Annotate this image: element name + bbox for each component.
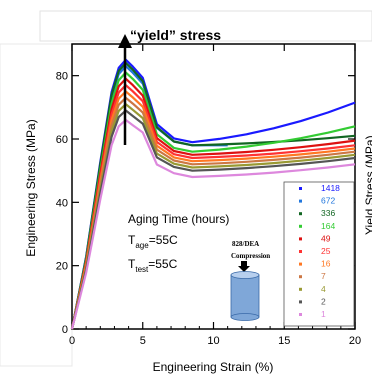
legend-marker-16 bbox=[299, 262, 302, 266]
legend-label-1: 1 bbox=[321, 309, 326, 319]
compression-arrow-icon bbox=[238, 261, 250, 272]
y-tick-label: 0 bbox=[62, 324, 68, 336]
right-axis-label: Yield Stress (MPa) bbox=[363, 135, 372, 235]
legend-label-336: 336 bbox=[321, 208, 335, 218]
cylinder-top-icon bbox=[230, 271, 260, 279]
series-line-2 bbox=[70, 109, 356, 330]
legend-label-7: 7 bbox=[321, 271, 326, 281]
x-tick-label: 10 bbox=[207, 335, 219, 347]
series-group bbox=[70, 58, 356, 330]
compression-inset: 828/DEA Compression bbox=[230, 240, 270, 321]
x-tick-label: 20 bbox=[349, 335, 361, 347]
chart-title: “yield” stress bbox=[130, 27, 221, 43]
cylinder-icon bbox=[230, 274, 260, 318]
t-test-label: Ttest=55C bbox=[128, 257, 178, 274]
legend-label-16: 16 bbox=[321, 259, 331, 269]
legend-label-1418: 1418 bbox=[321, 183, 340, 193]
legend-marker-49 bbox=[299, 237, 302, 241]
series-line-1 bbox=[70, 118, 356, 330]
inset-compression-label: Compression bbox=[231, 252, 270, 260]
y-tick-label: 80 bbox=[56, 71, 68, 83]
legend-marker-336 bbox=[299, 212, 302, 216]
y-tick-label: 40 bbox=[56, 197, 68, 209]
yield-arrow-head bbox=[118, 34, 132, 48]
legend: 1418 672 336 164 49 25 16 7 4 2 1 bbox=[299, 183, 340, 319]
background-box-left bbox=[0, 43, 73, 367]
t-age-label: Tage=55C bbox=[128, 233, 178, 250]
legend-marker-1418 bbox=[299, 187, 302, 190]
y-tick-labels: 0 20 40 60 80 bbox=[56, 71, 68, 336]
legend-marker-2 bbox=[299, 300, 302, 304]
x-tick-labels: 0 5 10 15 20 bbox=[69, 335, 361, 347]
legend-label-164: 164 bbox=[321, 221, 335, 231]
y-axis-label: Engineering Stress (MPa) bbox=[24, 119, 38, 256]
y-tick-label: 60 bbox=[56, 134, 68, 146]
legend-box bbox=[283, 181, 355, 327]
legend-label-4: 4 bbox=[321, 284, 326, 294]
aging-label: Aging Time (hours) bbox=[128, 212, 229, 226]
inset-title: 828/DEA bbox=[232, 240, 259, 248]
y-tick-label: 20 bbox=[56, 261, 68, 273]
background-box-top bbox=[39, 10, 372, 42]
x-tick-label: 0 bbox=[69, 335, 75, 347]
legend-label-49: 49 bbox=[321, 233, 331, 243]
legend-marker-672 bbox=[299, 199, 302, 203]
legend-marker-1 bbox=[299, 313, 302, 316]
x-axis-label: Engineering Strain (%) bbox=[153, 360, 274, 374]
legend-label-672: 672 bbox=[321, 196, 335, 206]
x-tick-label: 5 bbox=[140, 335, 146, 347]
legend-marker-7 bbox=[299, 275, 302, 279]
cylinder-bottom-icon bbox=[230, 313, 260, 321]
legend-marker-25 bbox=[299, 250, 302, 253]
legend-label-25: 25 bbox=[321, 246, 331, 256]
legend-label-2: 2 bbox=[321, 296, 326, 306]
x-tick-label: 15 bbox=[278, 335, 290, 347]
legend-marker-4 bbox=[299, 287, 302, 291]
legend-marker-164 bbox=[299, 224, 302, 228]
